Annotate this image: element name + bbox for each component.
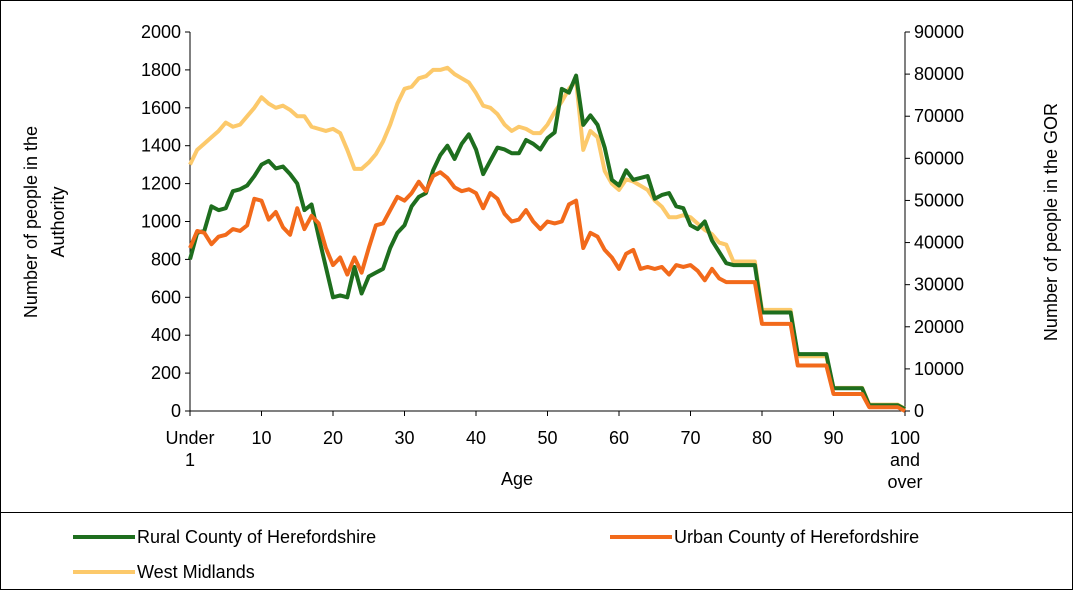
y-tick-label: 0	[171, 401, 181, 421]
y-tick-label: 1800	[141, 60, 181, 80]
y2-tick-label: 30000	[914, 275, 964, 295]
x-tick-label: 100 and over	[887, 428, 922, 492]
y-tick-label: 2000	[141, 22, 181, 42]
series-line	[188, 73, 906, 411]
x-tick-label: 30	[394, 428, 414, 448]
y2-tick-label: 20000	[914, 317, 964, 337]
x-tick-label: 60	[609, 428, 629, 448]
x-tick-label: 10	[251, 428, 271, 448]
legend-label: Urban County of Herefordshire	[674, 527, 919, 547]
y-tick-label: 1400	[141, 136, 181, 156]
y2-tick-label: 10000	[914, 359, 964, 379]
x-tick-label: 20	[323, 428, 343, 448]
y2-tick-label: 40000	[914, 233, 964, 253]
y-tick-label: 200	[151, 363, 181, 383]
series-line	[188, 170, 906, 413]
y2-tick-label: 80000	[914, 64, 964, 84]
y2-tick-label: 0	[914, 401, 924, 421]
legend-label: West Midlands	[137, 562, 255, 582]
y2-tick-label: 90000	[914, 22, 964, 42]
y-tick-label: 800	[151, 249, 181, 269]
y2-tick-label: 50000	[914, 190, 964, 210]
x-tick-label: 70	[680, 428, 700, 448]
x-axis-label: Age	[501, 469, 533, 489]
y2-tick-label: 70000	[914, 106, 964, 126]
y-tick-label: 1000	[141, 212, 181, 232]
y2-tick-label: 60000	[914, 148, 964, 168]
x-tick-label: 50	[537, 428, 557, 448]
y-axis-label: Number of people in the Authority	[21, 126, 68, 318]
y-tick-label: 1200	[141, 174, 181, 194]
legend-label: Rural County of Herefordshire	[137, 527, 376, 547]
x-tick-label: 40	[466, 428, 486, 448]
y-tick-label: 1600	[141, 98, 181, 118]
x-tick-label: 90	[823, 428, 843, 448]
y-tick-label: 400	[151, 325, 181, 345]
x-tick-label: 80	[752, 428, 772, 448]
y2-axis-label: Number of people in the GOR	[1041, 103, 1061, 341]
y-tick-label: 600	[151, 287, 181, 307]
series-line	[188, 65, 907, 411]
x-tick-label: Under 1	[165, 428, 214, 470]
